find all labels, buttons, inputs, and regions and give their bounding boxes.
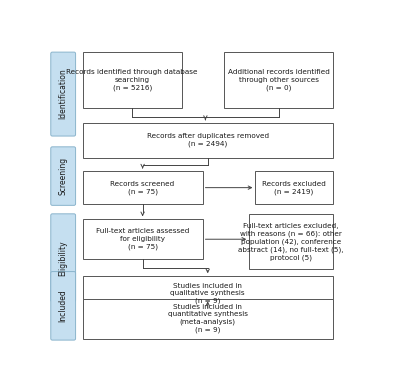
Text: Records excluded
(n = 2419): Records excluded (n = 2419) bbox=[262, 181, 326, 195]
FancyBboxPatch shape bbox=[51, 147, 76, 205]
FancyBboxPatch shape bbox=[224, 52, 333, 108]
Text: Records after duplicates removed
(n = 2494): Records after duplicates removed (n = 24… bbox=[147, 133, 269, 147]
FancyBboxPatch shape bbox=[51, 272, 76, 340]
FancyBboxPatch shape bbox=[82, 52, 182, 108]
FancyBboxPatch shape bbox=[51, 214, 76, 301]
Text: Full-text articles excluded,
with reasons (n = 66): other
population (42), confe: Full-text articles excluded, with reason… bbox=[238, 223, 344, 260]
Text: Eligibility: Eligibility bbox=[59, 240, 68, 275]
Text: Studies included in
qualitative synthesis
(n = 9): Studies included in qualitative synthesi… bbox=[170, 283, 245, 304]
Text: Records screened
(n = 75): Records screened (n = 75) bbox=[110, 181, 175, 195]
Text: Full-text articles assessed
for eligibility
(n = 75): Full-text articles assessed for eligibil… bbox=[96, 229, 189, 250]
Text: Identification: Identification bbox=[59, 69, 68, 119]
Text: Records identified through database
searching
(n = 5216): Records identified through database sear… bbox=[66, 69, 198, 91]
Text: Additional records identified
through other sources
(n = 0): Additional records identified through ot… bbox=[228, 69, 330, 91]
Text: Included: Included bbox=[59, 290, 68, 322]
Text: Studies included in
quantitative synthesis
(meta-analysis)
(n = 9): Studies included in quantitative synthes… bbox=[168, 304, 248, 333]
Text: Screening: Screening bbox=[59, 157, 68, 195]
FancyBboxPatch shape bbox=[82, 172, 203, 204]
FancyBboxPatch shape bbox=[255, 172, 333, 204]
FancyBboxPatch shape bbox=[82, 298, 333, 339]
FancyBboxPatch shape bbox=[249, 214, 333, 269]
FancyBboxPatch shape bbox=[82, 123, 333, 158]
FancyBboxPatch shape bbox=[82, 276, 333, 311]
FancyBboxPatch shape bbox=[51, 52, 76, 136]
FancyBboxPatch shape bbox=[82, 219, 203, 259]
